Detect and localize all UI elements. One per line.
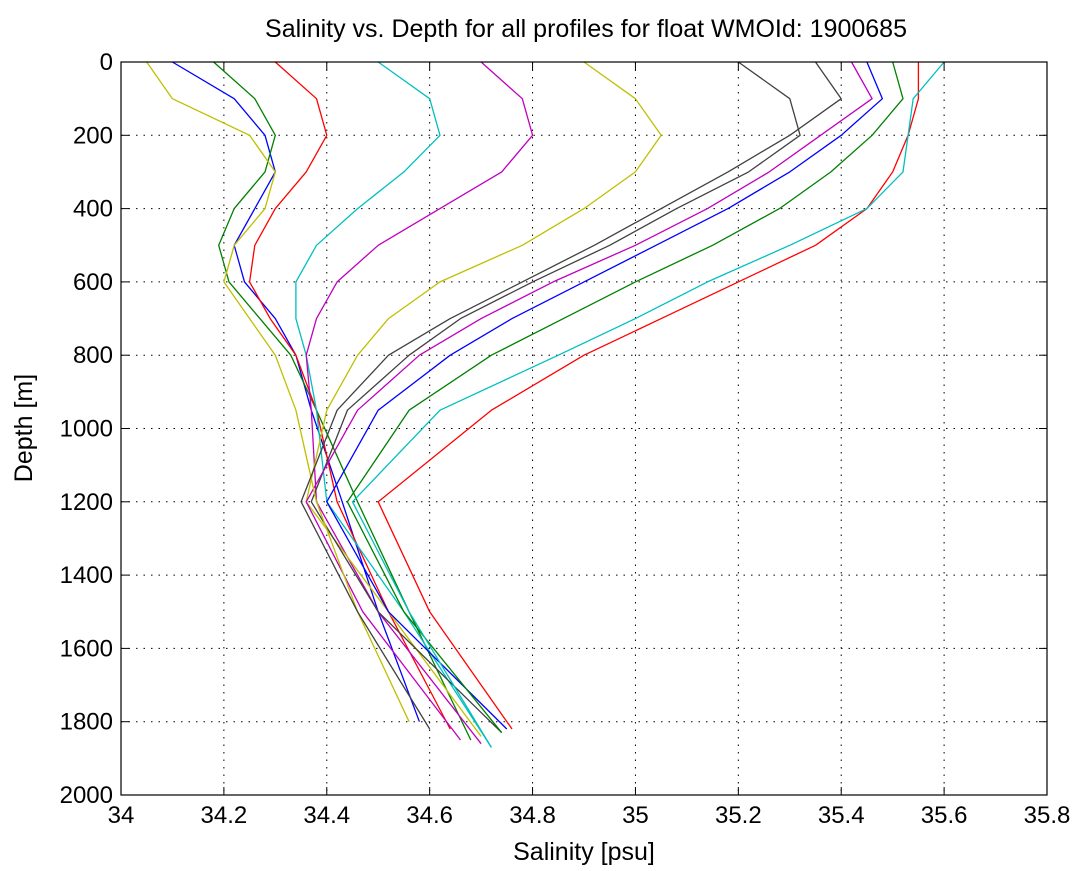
profile-line	[346, 61, 904, 734]
x-tick-label: 34.2	[201, 802, 248, 829]
profile-line	[377, 62, 920, 730]
y-tick-label: 400	[73, 196, 113, 223]
plot-frame	[120, 61, 1048, 796]
profile-line	[146, 61, 410, 722]
profile-line	[305, 61, 873, 741]
y-tick-label: 1600	[60, 635, 113, 662]
y-tick-label: 1800	[60, 709, 113, 736]
y-tick-label: 200	[73, 122, 113, 149]
x-tick-label: 35.6	[921, 802, 968, 829]
x-tick-label: 34	[108, 802, 135, 829]
axis-ticks: 34 34.2 34.4 34.6 34.8 35 35.2 35.4 35.6 35.8 0 200…	[60, 49, 1071, 829]
chart-title: Salinity vs. Depth for all profiles for …	[265, 15, 907, 43]
grid-lines	[121, 62, 1047, 795]
x-tick-label: 34.8	[509, 802, 556, 829]
x-tick-label: 35.8	[1024, 802, 1071, 829]
profile-line	[213, 61, 472, 741]
profile-line	[326, 61, 884, 730]
profile-line	[300, 61, 842, 730]
y-axis-label: Depth [m]	[10, 374, 38, 482]
y-tick-label: 0	[100, 49, 113, 76]
y-tick-label: 1400	[60, 562, 113, 589]
profile-line	[295, 61, 492, 748]
y-tick-label: 800	[73, 342, 113, 369]
profile-line	[351, 61, 945, 748]
x-tick-label: 34.4	[303, 802, 350, 829]
y-tick-label: 2000	[60, 782, 113, 809]
x-axis-label: Salinity [psu]	[513, 838, 655, 866]
x-tick-label: 35.2	[715, 802, 762, 829]
x-tick-label: 34.6	[406, 802, 453, 829]
y-tick-label: 1000	[60, 416, 113, 443]
profile-lines	[146, 61, 945, 748]
profile-line	[310, 61, 801, 734]
x-tick-label: 35.4	[818, 802, 865, 829]
y-tick-label: 1200	[60, 489, 113, 516]
x-tick-label: 35	[622, 802, 649, 829]
y-tick-label: 600	[73, 269, 113, 296]
profile-line	[172, 61, 421, 722]
profile-line	[248, 61, 451, 730]
